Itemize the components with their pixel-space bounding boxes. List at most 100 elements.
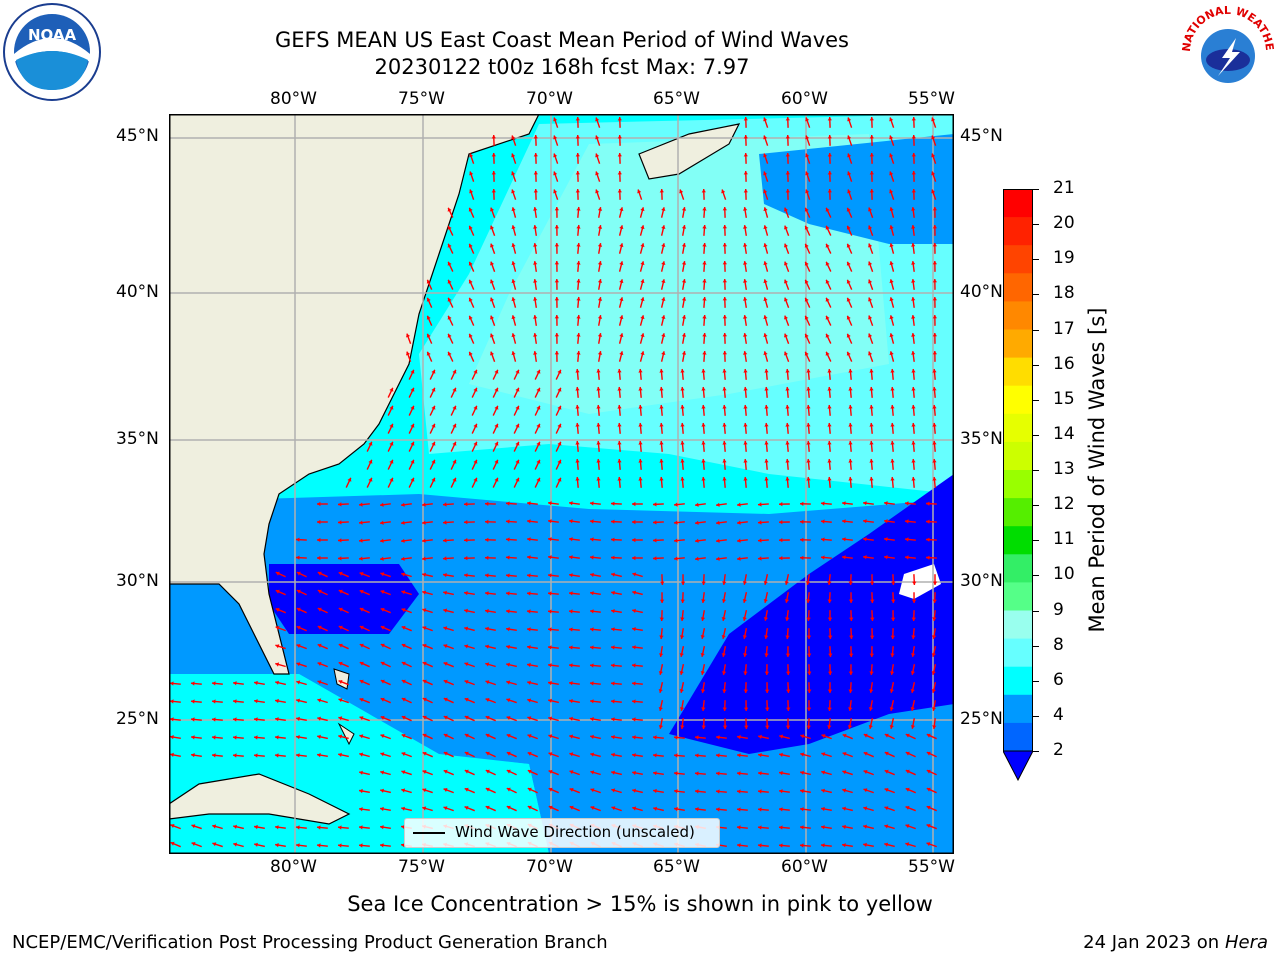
- direction-arrow-head: [764, 387, 769, 391]
- direction-arrow-head: [932, 423, 937, 427]
- direction-arrow-head: [380, 770, 385, 775]
- direction-arrow-head: [661, 297, 666, 301]
- direction-arrow-head: [569, 716, 573, 721]
- direction-arrow-head: [554, 351, 559, 355]
- direction-arrow-head: [494, 369, 499, 374]
- direction-arrow-head: [785, 369, 790, 373]
- direction-arrow-head: [317, 607, 322, 612]
- direction-arrow-head: [846, 297, 851, 302]
- direction-arrow-head: [825, 225, 830, 230]
- direction-arrow-head: [722, 423, 727, 427]
- direction-arrow-head: [931, 189, 936, 194]
- direction-arrow-head: [443, 608, 448, 613]
- direction-arrow-head: [742, 617, 747, 621]
- direction-arrow-head: [700, 617, 706, 621]
- direction-arrow-head: [553, 117, 558, 122]
- direction-arrow-head: [506, 609, 510, 614]
- direction-arrow-head: [722, 405, 727, 409]
- direction-arrow-head: [590, 717, 594, 722]
- direction-arrow-head: [681, 315, 687, 319]
- direction-arrow-head: [891, 617, 896, 621]
- direction-arrow-head: [426, 333, 431, 338]
- direction-arrow-head: [468, 243, 473, 248]
- wind-wave-direction-arrows: [169, 116, 938, 848]
- direction-arrow-head: [317, 680, 322, 685]
- direction-arrow-head: [926, 823, 931, 828]
- direction-arrow-head: [590, 806, 595, 810]
- direction-arrow-head: [443, 502, 447, 507]
- direction-arrow-head: [468, 207, 473, 212]
- direction-arrow-head: [569, 555, 573, 560]
- direction-arrow-head: [653, 788, 657, 794]
- direction-arrow-head: [846, 351, 851, 356]
- direction-arrow-head: [619, 225, 624, 230]
- direction-arrow-head: [317, 662, 322, 666]
- direction-arrow-head: [821, 843, 825, 848]
- direction-arrow-head: [619, 261, 624, 266]
- direction-arrow-head: [296, 571, 301, 576]
- direction-arrow-head: [779, 502, 783, 507]
- direction-arrow-head: [889, 135, 894, 140]
- colorbar-bin: [1003, 610, 1033, 640]
- direction-arrow-head: [884, 788, 889, 792]
- direction-arrow-head: [533, 351, 538, 355]
- direction-arrow-head: [254, 717, 258, 722]
- direction-arrow-head: [597, 261, 603, 265]
- direction-arrow-head: [554, 315, 559, 319]
- direction-arrow-head: [548, 591, 552, 596]
- direction-arrow-head: [317, 643, 322, 648]
- direction-arrow-head: [758, 771, 762, 776]
- direction-arrow-head: [932, 725, 937, 729]
- direction-arrow-head: [743, 243, 748, 247]
- direction-arrow-head: [804, 297, 809, 302]
- direction-arrow-head: [804, 315, 809, 320]
- direction-arrow-head: [359, 607, 364, 612]
- direction-arrow-head: [827, 599, 832, 603]
- direction-arrow-head: [443, 679, 448, 684]
- colorbar-tick-mark: [1033, 470, 1039, 471]
- direction-arrow-head: [911, 171, 916, 175]
- direction-arrow-head: [763, 153, 768, 158]
- direction-arrow-head: [597, 297, 603, 301]
- colorbar-extend: [1002, 750, 1034, 782]
- direction-arrow-head: [806, 459, 811, 463]
- direction-arrow-head: [170, 841, 175, 846]
- direction-arrow-head: [401, 715, 406, 720]
- direction-arrow-head: [617, 477, 622, 481]
- direction-arrow-head: [640, 351, 645, 356]
- direction-arrow-head: [595, 153, 600, 158]
- direction-arrow-head: [595, 171, 600, 176]
- direction-arrow-head: [296, 843, 300, 848]
- direction-arrow-head: [932, 459, 937, 463]
- direction-arrow-head: [422, 608, 427, 613]
- direction-arrow-head: [485, 751, 490, 756]
- direction-arrow-head: [590, 681, 594, 686]
- direction-arrow-head: [825, 207, 830, 212]
- direction-arrow-head: [275, 753, 279, 758]
- direction-arrow-head: [595, 135, 600, 140]
- direction-arrow-head: [911, 635, 916, 639]
- direction-arrow-head: [275, 843, 279, 848]
- direction-arrow-head: [932, 279, 937, 283]
- direction-arrow-head: [779, 843, 783, 848]
- direction-arrow-head: [359, 807, 363, 812]
- direction-arrow-head: [359, 752, 364, 757]
- direction-arrow-head: [932, 207, 937, 211]
- direction-arrow-head: [702, 261, 707, 265]
- direction-arrow-head: [431, 459, 436, 464]
- direction-arrow-head: [842, 824, 846, 830]
- direction-arrow-head: [743, 315, 748, 319]
- direction-arrow-head: [473, 405, 478, 410]
- direction-arrow-head: [889, 707, 894, 711]
- direction-arrow-head: [575, 441, 580, 445]
- direction-arrow-head: [911, 117, 916, 121]
- direction-arrow-head: [905, 501, 909, 506]
- direction-arrow-head: [212, 824, 217, 829]
- direction-arrow-head: [870, 617, 875, 621]
- direction-arrow-head: [932, 581, 938, 585]
- colorbar-bin: [1003, 470, 1033, 499]
- direction-arrow-head: [494, 459, 499, 464]
- colorbar-tick-mark: [1033, 715, 1039, 717]
- direction-arrow-head: [785, 171, 790, 175]
- direction-arrow-head: [617, 189, 622, 193]
